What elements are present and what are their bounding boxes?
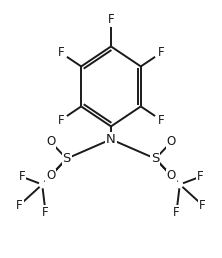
Text: F: F — [197, 170, 204, 183]
Text: S: S — [62, 152, 71, 165]
Text: O: O — [46, 135, 55, 148]
Text: O: O — [167, 170, 176, 182]
Text: F: F — [173, 206, 180, 219]
Text: O: O — [46, 170, 55, 182]
Text: F: F — [42, 206, 49, 219]
Text: F: F — [58, 114, 64, 126]
Text: F: F — [158, 46, 164, 59]
Text: F: F — [199, 199, 206, 212]
Text: F: F — [16, 199, 23, 212]
Text: F: F — [58, 46, 64, 59]
Text: F: F — [18, 170, 25, 183]
Text: N: N — [106, 133, 116, 146]
Text: F: F — [158, 114, 164, 126]
Text: S: S — [151, 152, 160, 165]
Text: O: O — [167, 135, 176, 148]
Text: F: F — [108, 13, 114, 26]
